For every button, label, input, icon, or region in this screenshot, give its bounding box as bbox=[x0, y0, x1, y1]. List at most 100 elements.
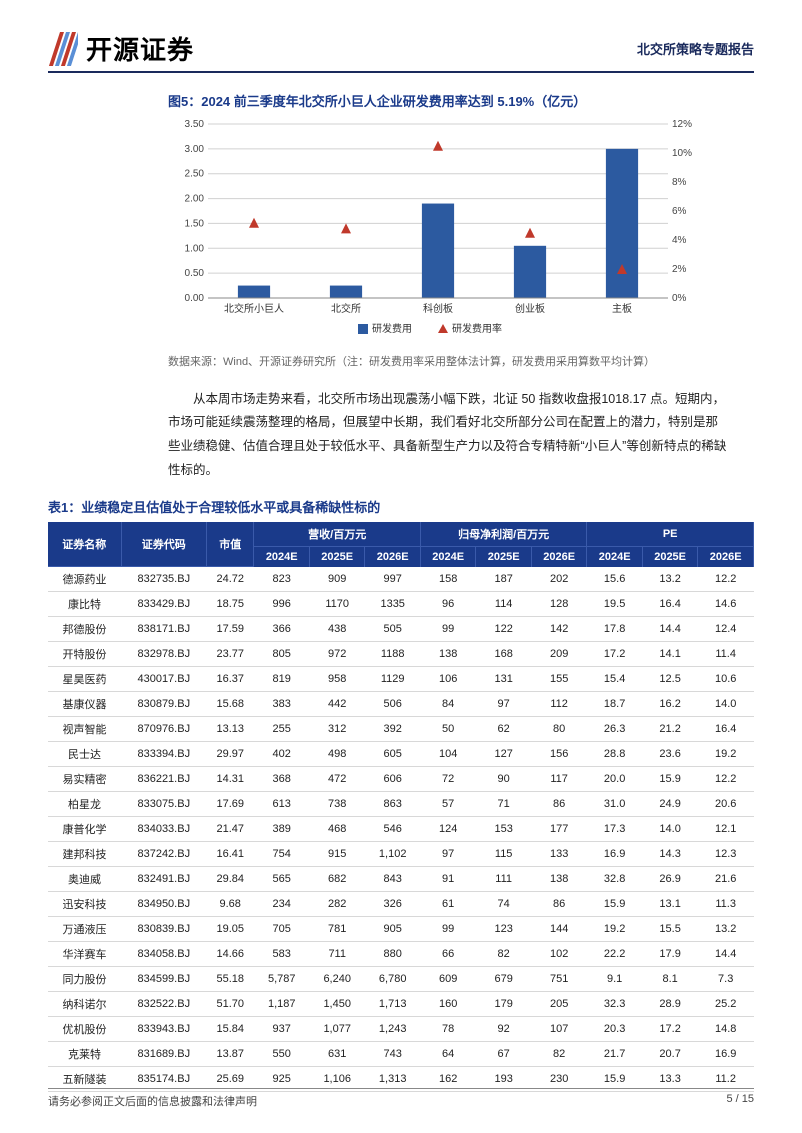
table-cell: 纳科诺尔 bbox=[48, 992, 121, 1017]
table-cell: 22.2 bbox=[587, 942, 642, 967]
table-row: 易实精密836221.BJ14.31368472606729011720.015… bbox=[48, 767, 754, 792]
table-cell: 168 bbox=[476, 642, 531, 667]
table-cell: 14.4 bbox=[698, 942, 754, 967]
table-row: 德源药业832735.BJ24.7282390999715818720215.6… bbox=[48, 567, 754, 592]
table-cell: 160 bbox=[420, 992, 475, 1017]
figure5-svg: 0.000.501.001.502.002.503.003.500%2%4%6%… bbox=[168, 116, 708, 346]
table-cell: 366 bbox=[254, 617, 309, 642]
table-cell: 833943.BJ bbox=[121, 1017, 206, 1042]
doc-subtitle: 北交所策略专题报告 bbox=[637, 39, 754, 58]
table-row: 开特股份832978.BJ23.77805972118813816820917.… bbox=[48, 642, 754, 667]
table-cell: 613 bbox=[254, 792, 309, 817]
table-cell: 民士达 bbox=[48, 742, 121, 767]
table-cell: 880 bbox=[365, 942, 420, 967]
table-cell: 21.6 bbox=[698, 867, 754, 892]
table-cell: 468 bbox=[309, 817, 364, 842]
table-cell: 13.87 bbox=[206, 1042, 254, 1067]
table-row: 视声智能870976.BJ13.1325531239250628026.321.… bbox=[48, 717, 754, 742]
svg-text:0%: 0% bbox=[672, 293, 687, 304]
table-cell: 同力股份 bbox=[48, 967, 121, 992]
figure5-title: 图5：2024 前三季度年北交所小巨人企业研发费用率达到 5.19%（亿元） bbox=[168, 91, 754, 110]
table-cell: 90 bbox=[476, 767, 531, 792]
table-cell: 1,450 bbox=[309, 992, 364, 1017]
table-cell: 奥迪威 bbox=[48, 867, 121, 892]
table-cell: 克莱特 bbox=[48, 1042, 121, 1067]
table-cell: 909 bbox=[309, 567, 364, 592]
table-cell: 66 bbox=[420, 942, 475, 967]
table-cell: 21.2 bbox=[642, 717, 697, 742]
footer-page-number: 5 / 15 bbox=[726, 1093, 754, 1109]
table-row: 克莱特831689.BJ13.8755063174364678221.720.7… bbox=[48, 1042, 754, 1067]
table-cell: 144 bbox=[531, 917, 586, 942]
table-cell: 6,780 bbox=[365, 967, 420, 992]
table-cell: 133 bbox=[531, 842, 586, 867]
th-netprofit: 归母净利润/百万元 bbox=[420, 522, 586, 547]
svg-text:6%: 6% bbox=[672, 206, 687, 217]
table-cell: 21.7 bbox=[587, 1042, 642, 1067]
table-row: 柏星龙833075.BJ17.6961373886357718631.024.9… bbox=[48, 792, 754, 817]
table-cell: 832978.BJ bbox=[121, 642, 206, 667]
table-cell: 13.2 bbox=[698, 917, 754, 942]
table-cell: 96 bbox=[420, 592, 475, 617]
table-cell: 830839.BJ bbox=[121, 917, 206, 942]
table-cell: 易实精密 bbox=[48, 767, 121, 792]
table-cell: 26.9 bbox=[642, 867, 697, 892]
table-cell: 442 bbox=[309, 692, 364, 717]
table-cell: 19.05 bbox=[206, 917, 254, 942]
svg-text:2.00: 2.00 bbox=[185, 194, 205, 205]
table-cell: 831689.BJ bbox=[121, 1042, 206, 1067]
table-row: 建邦科技837242.BJ16.417549151,1029711513316.… bbox=[48, 842, 754, 867]
table-cell: 14.1 bbox=[642, 642, 697, 667]
table-cell: 15.68 bbox=[206, 692, 254, 717]
table-cell: 711 bbox=[309, 942, 364, 967]
table-cell: 14.6 bbox=[698, 592, 754, 617]
table-cell: 16.41 bbox=[206, 842, 254, 867]
table-cell: 1,102 bbox=[365, 842, 420, 867]
page-header: 开源证券 北交所策略专题报告 bbox=[48, 30, 754, 73]
table-cell: 康普化学 bbox=[48, 817, 121, 842]
svg-text:2.50: 2.50 bbox=[185, 169, 205, 180]
table-row: 优机股份833943.BJ15.849371,0771,243789210720… bbox=[48, 1017, 754, 1042]
table-cell: 1335 bbox=[365, 592, 420, 617]
table-cell: 682 bbox=[309, 867, 364, 892]
svg-text:3.00: 3.00 bbox=[185, 144, 205, 155]
svg-text:创业板: 创业板 bbox=[515, 302, 545, 315]
table-cell: 958 bbox=[309, 667, 364, 692]
th-name: 证券名称 bbox=[48, 522, 121, 567]
table-row: 纳科诺尔832522.BJ51.701,1871,4501,7131601792… bbox=[48, 992, 754, 1017]
table-cell: 834599.BJ bbox=[121, 967, 206, 992]
table-cell: 705 bbox=[254, 917, 309, 942]
table-cell: 14.0 bbox=[698, 692, 754, 717]
table-cell: 312 bbox=[309, 717, 364, 742]
table-cell: 80 bbox=[531, 717, 586, 742]
table-cell: 606 bbox=[365, 767, 420, 792]
table-cell: 29.84 bbox=[206, 867, 254, 892]
table-cell: 邦德股份 bbox=[48, 617, 121, 642]
svg-text:1.50: 1.50 bbox=[185, 218, 205, 229]
table-cell: 德源药业 bbox=[48, 567, 121, 592]
table-cell: 832522.BJ bbox=[121, 992, 206, 1017]
table-cell: 605 bbox=[365, 742, 420, 767]
table-cell: 97 bbox=[476, 692, 531, 717]
table1-head: 证券名称 证券代码 市值 营收/百万元 归母净利润/百万元 PE 2024E20… bbox=[48, 522, 754, 567]
table-cell: 834033.BJ bbox=[121, 817, 206, 842]
svg-text:1.00: 1.00 bbox=[185, 243, 205, 254]
table-row: 民士达833394.BJ29.9740249860510412715628.82… bbox=[48, 742, 754, 767]
table-cell: 19.5 bbox=[587, 592, 642, 617]
table-cell: 21.47 bbox=[206, 817, 254, 842]
table-cell: 389 bbox=[254, 817, 309, 842]
table-row: 基康仪器830879.BJ15.68383442506849711218.716… bbox=[48, 692, 754, 717]
table-cell: 84 bbox=[420, 692, 475, 717]
table-cell: 12.5 bbox=[642, 667, 697, 692]
table-cell: 91 bbox=[420, 867, 475, 892]
table-cell: 迅安科技 bbox=[48, 892, 121, 917]
table-cell: 17.9 bbox=[642, 942, 697, 967]
table-cell: 187 bbox=[476, 567, 531, 592]
table-cell: 97 bbox=[420, 842, 475, 867]
th-year: 2024E bbox=[254, 546, 309, 567]
table-cell: 华洋赛车 bbox=[48, 942, 121, 967]
table-cell: 86 bbox=[531, 892, 586, 917]
table-cell: 14.8 bbox=[698, 1017, 754, 1042]
table-cell: 14.4 bbox=[642, 617, 697, 642]
table-cell: 50 bbox=[420, 717, 475, 742]
